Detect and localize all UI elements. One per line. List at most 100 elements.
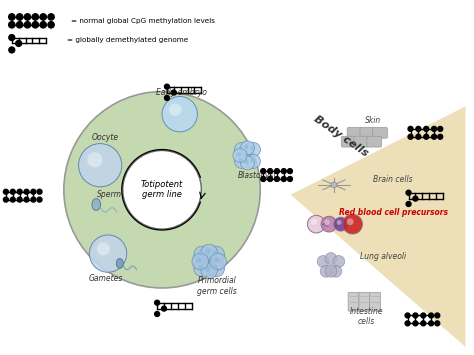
- Circle shape: [9, 22, 15, 28]
- Circle shape: [428, 313, 434, 318]
- Circle shape: [40, 22, 46, 28]
- Circle shape: [10, 197, 15, 202]
- Circle shape: [317, 256, 329, 267]
- Circle shape: [198, 251, 203, 256]
- Circle shape: [282, 169, 286, 174]
- Circle shape: [240, 141, 255, 155]
- Circle shape: [274, 176, 279, 181]
- Circle shape: [416, 134, 421, 139]
- Circle shape: [194, 246, 210, 263]
- Circle shape: [37, 197, 42, 202]
- Text: Oocyte: Oocyte: [91, 133, 118, 142]
- Text: Sperm: Sperm: [97, 190, 121, 199]
- Text: Red blood cell precursors: Red blood cell precursors: [339, 208, 448, 217]
- Circle shape: [208, 246, 225, 263]
- Circle shape: [406, 202, 411, 207]
- Circle shape: [48, 14, 54, 20]
- Ellipse shape: [116, 258, 123, 268]
- Circle shape: [32, 22, 38, 28]
- Circle shape: [237, 152, 241, 157]
- Circle shape: [246, 142, 260, 157]
- Circle shape: [162, 306, 166, 311]
- FancyBboxPatch shape: [359, 293, 370, 311]
- Circle shape: [210, 253, 227, 270]
- Circle shape: [123, 151, 201, 229]
- Circle shape: [330, 266, 342, 277]
- Circle shape: [432, 134, 437, 139]
- Circle shape: [438, 126, 443, 131]
- Circle shape: [212, 265, 218, 270]
- Circle shape: [164, 95, 169, 100]
- Circle shape: [17, 14, 23, 20]
- Circle shape: [346, 218, 354, 225]
- Circle shape: [244, 144, 248, 149]
- Circle shape: [17, 22, 23, 28]
- Circle shape: [308, 215, 325, 233]
- Circle shape: [214, 258, 219, 263]
- Circle shape: [10, 189, 15, 194]
- Circle shape: [9, 34, 15, 40]
- Circle shape: [416, 126, 421, 131]
- Circle shape: [32, 14, 38, 20]
- Circle shape: [16, 40, 22, 47]
- Circle shape: [424, 134, 428, 139]
- Circle shape: [169, 104, 182, 116]
- Circle shape: [413, 196, 418, 201]
- Circle shape: [413, 321, 418, 326]
- Circle shape: [438, 134, 443, 139]
- Circle shape: [413, 313, 418, 318]
- Circle shape: [250, 158, 255, 163]
- Text: = globally demethylated genome: = globally demethylated genome: [67, 38, 188, 44]
- Circle shape: [235, 154, 248, 168]
- Circle shape: [406, 190, 411, 195]
- FancyBboxPatch shape: [354, 136, 369, 147]
- Circle shape: [162, 97, 197, 132]
- Circle shape: [40, 14, 46, 20]
- Circle shape: [333, 256, 345, 267]
- Circle shape: [282, 176, 286, 181]
- Circle shape: [17, 189, 22, 194]
- Circle shape: [250, 146, 255, 151]
- Circle shape: [24, 189, 29, 194]
- Circle shape: [192, 253, 209, 270]
- Circle shape: [246, 154, 260, 168]
- Text: Skin: Skin: [365, 115, 381, 125]
- Circle shape: [37, 189, 42, 194]
- FancyBboxPatch shape: [373, 127, 387, 138]
- Circle shape: [196, 258, 201, 263]
- Circle shape: [334, 217, 347, 231]
- FancyBboxPatch shape: [348, 293, 359, 311]
- Circle shape: [324, 219, 330, 225]
- Circle shape: [79, 144, 122, 187]
- FancyBboxPatch shape: [370, 293, 381, 311]
- Circle shape: [274, 169, 279, 174]
- Circle shape: [235, 142, 248, 157]
- Polygon shape: [291, 106, 465, 347]
- Circle shape: [233, 148, 247, 163]
- Circle shape: [288, 176, 292, 181]
- Circle shape: [198, 265, 203, 270]
- Circle shape: [201, 262, 218, 279]
- Circle shape: [87, 152, 102, 168]
- Circle shape: [97, 242, 110, 256]
- Circle shape: [9, 47, 15, 53]
- FancyBboxPatch shape: [341, 136, 356, 147]
- Circle shape: [435, 321, 440, 326]
- Circle shape: [408, 134, 413, 139]
- Text: Intestine
cells: Intestine cells: [349, 307, 383, 326]
- Circle shape: [3, 189, 9, 194]
- Circle shape: [24, 14, 31, 20]
- Circle shape: [155, 300, 160, 305]
- Circle shape: [343, 214, 363, 234]
- Circle shape: [212, 251, 218, 256]
- Circle shape: [261, 176, 265, 181]
- Circle shape: [337, 220, 341, 225]
- Circle shape: [261, 169, 265, 174]
- Circle shape: [428, 321, 434, 326]
- Circle shape: [64, 92, 260, 288]
- Circle shape: [325, 266, 337, 277]
- Circle shape: [288, 169, 292, 174]
- Text: Body cells: Body cells: [312, 113, 370, 158]
- Circle shape: [205, 267, 210, 272]
- Circle shape: [24, 22, 31, 28]
